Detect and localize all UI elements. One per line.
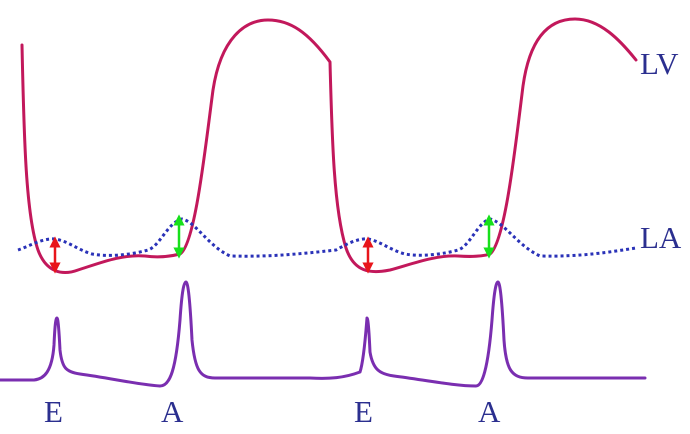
- flow-velocity-curve: [0, 280, 647, 388]
- e-wave-label-1: E: [44, 394, 63, 429]
- lv-label: LV: [640, 46, 679, 81]
- la-label: LA: [640, 220, 682, 255]
- e-wave-label-2: E: [354, 394, 373, 429]
- lv-pressure-curve: [20, 17, 638, 274]
- a-wave-label-2: A: [478, 394, 501, 429]
- a-wave-label-1: A: [161, 394, 184, 429]
- la-pressure-curve: [17, 217, 637, 258]
